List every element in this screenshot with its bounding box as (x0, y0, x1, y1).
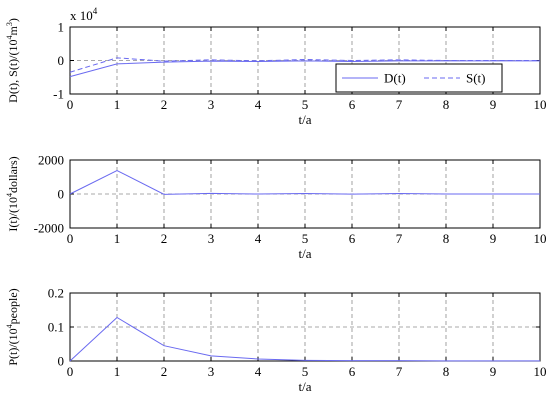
x-tick-label: 3 (208, 231, 215, 246)
x-tick-label: 6 (349, 364, 356, 379)
x-tick-label: 0 (67, 97, 74, 112)
y-tick-label: 0.1 (48, 320, 64, 335)
x-axis-label: t/a (299, 379, 312, 394)
series-line-st (69, 57, 540, 73)
series-line-1 (69, 316, 541, 362)
x-tick-label: 5 (302, 364, 309, 379)
x-tick-label: 10 (534, 97, 547, 112)
y-axis-label: I(t)/(104dollars) (5, 156, 20, 231)
x-tick-label: 9 (490, 97, 497, 112)
x-tick-label: 4 (255, 364, 262, 379)
y-tick-label: 2000 (38, 153, 64, 168)
y-tick-label: -2000 (34, 221, 64, 236)
x-tick-label: 1 (114, 364, 121, 379)
x-tick-label: 4 (255, 97, 262, 112)
y-tick-label: -1 (53, 87, 64, 102)
x-tick-label: 8 (443, 364, 450, 379)
x-tick-label: 2 (161, 364, 168, 379)
x-tick-label: 8 (443, 97, 450, 112)
x-tick-label: 10 (534, 364, 547, 379)
x-tick-label: 6 (349, 97, 356, 112)
x-tick-label: 2 (161, 231, 168, 246)
y-tick-label: 0 (58, 187, 65, 202)
x-tick-label: 7 (396, 364, 403, 379)
x-tick-label: 7 (396, 231, 403, 246)
chart-panel-2: 0 1 2 3 4 5 6 7 8 9 10-200002000t/aI(t)/(104dollar… (5, 153, 547, 262)
chart-panel-3: 0 1 2 3 4 5 6 7 8 9 10 0 0.1 0.2 t/a P(t)/(104people) (5, 286, 547, 395)
x-tick-label: 1 (114, 97, 121, 112)
y-tick-label: 0 (58, 354, 65, 369)
x-tick-label: 3 (208, 364, 215, 379)
y-axis-label: D(t), S(t)/(104m3) (5, 18, 20, 103)
x-tick-label: 7 (396, 97, 403, 112)
legend-label: D(t) (384, 71, 406, 86)
y-tick-label: 0 (58, 53, 65, 68)
legend: D(t) S(t) (335, 63, 503, 93)
x-tick-label: 5 (302, 97, 309, 112)
x-tick-label: 3 (208, 97, 215, 112)
x-axis-label: t/a (299, 112, 312, 127)
y-tick-label: 1 (58, 20, 65, 35)
x-tick-label: 6 (349, 231, 356, 246)
y-tick-label: 0.2 (48, 286, 64, 301)
x-tick-label: 8 (443, 231, 450, 246)
x-tick-label: 9 (490, 231, 497, 246)
y-axis-label: P(t)/(104people) (5, 288, 20, 365)
x-tick-label: 10 (534, 231, 547, 246)
axis-multiplier: x 104 (70, 6, 98, 23)
legend-label: S(t) (466, 71, 486, 86)
x-tick-label: 4 (255, 231, 262, 246)
x-tick-label: 0 (67, 364, 74, 379)
x-tick-label: 1 (114, 231, 121, 246)
x-tick-label: 0 (67, 231, 74, 246)
series-line-1 (69, 169, 540, 195)
x-axis-label: t/a (299, 246, 312, 261)
x-tick-label: 2 (161, 97, 168, 112)
x-tick-label: 9 (490, 364, 497, 379)
x-tick-label: 5 (302, 231, 309, 246)
